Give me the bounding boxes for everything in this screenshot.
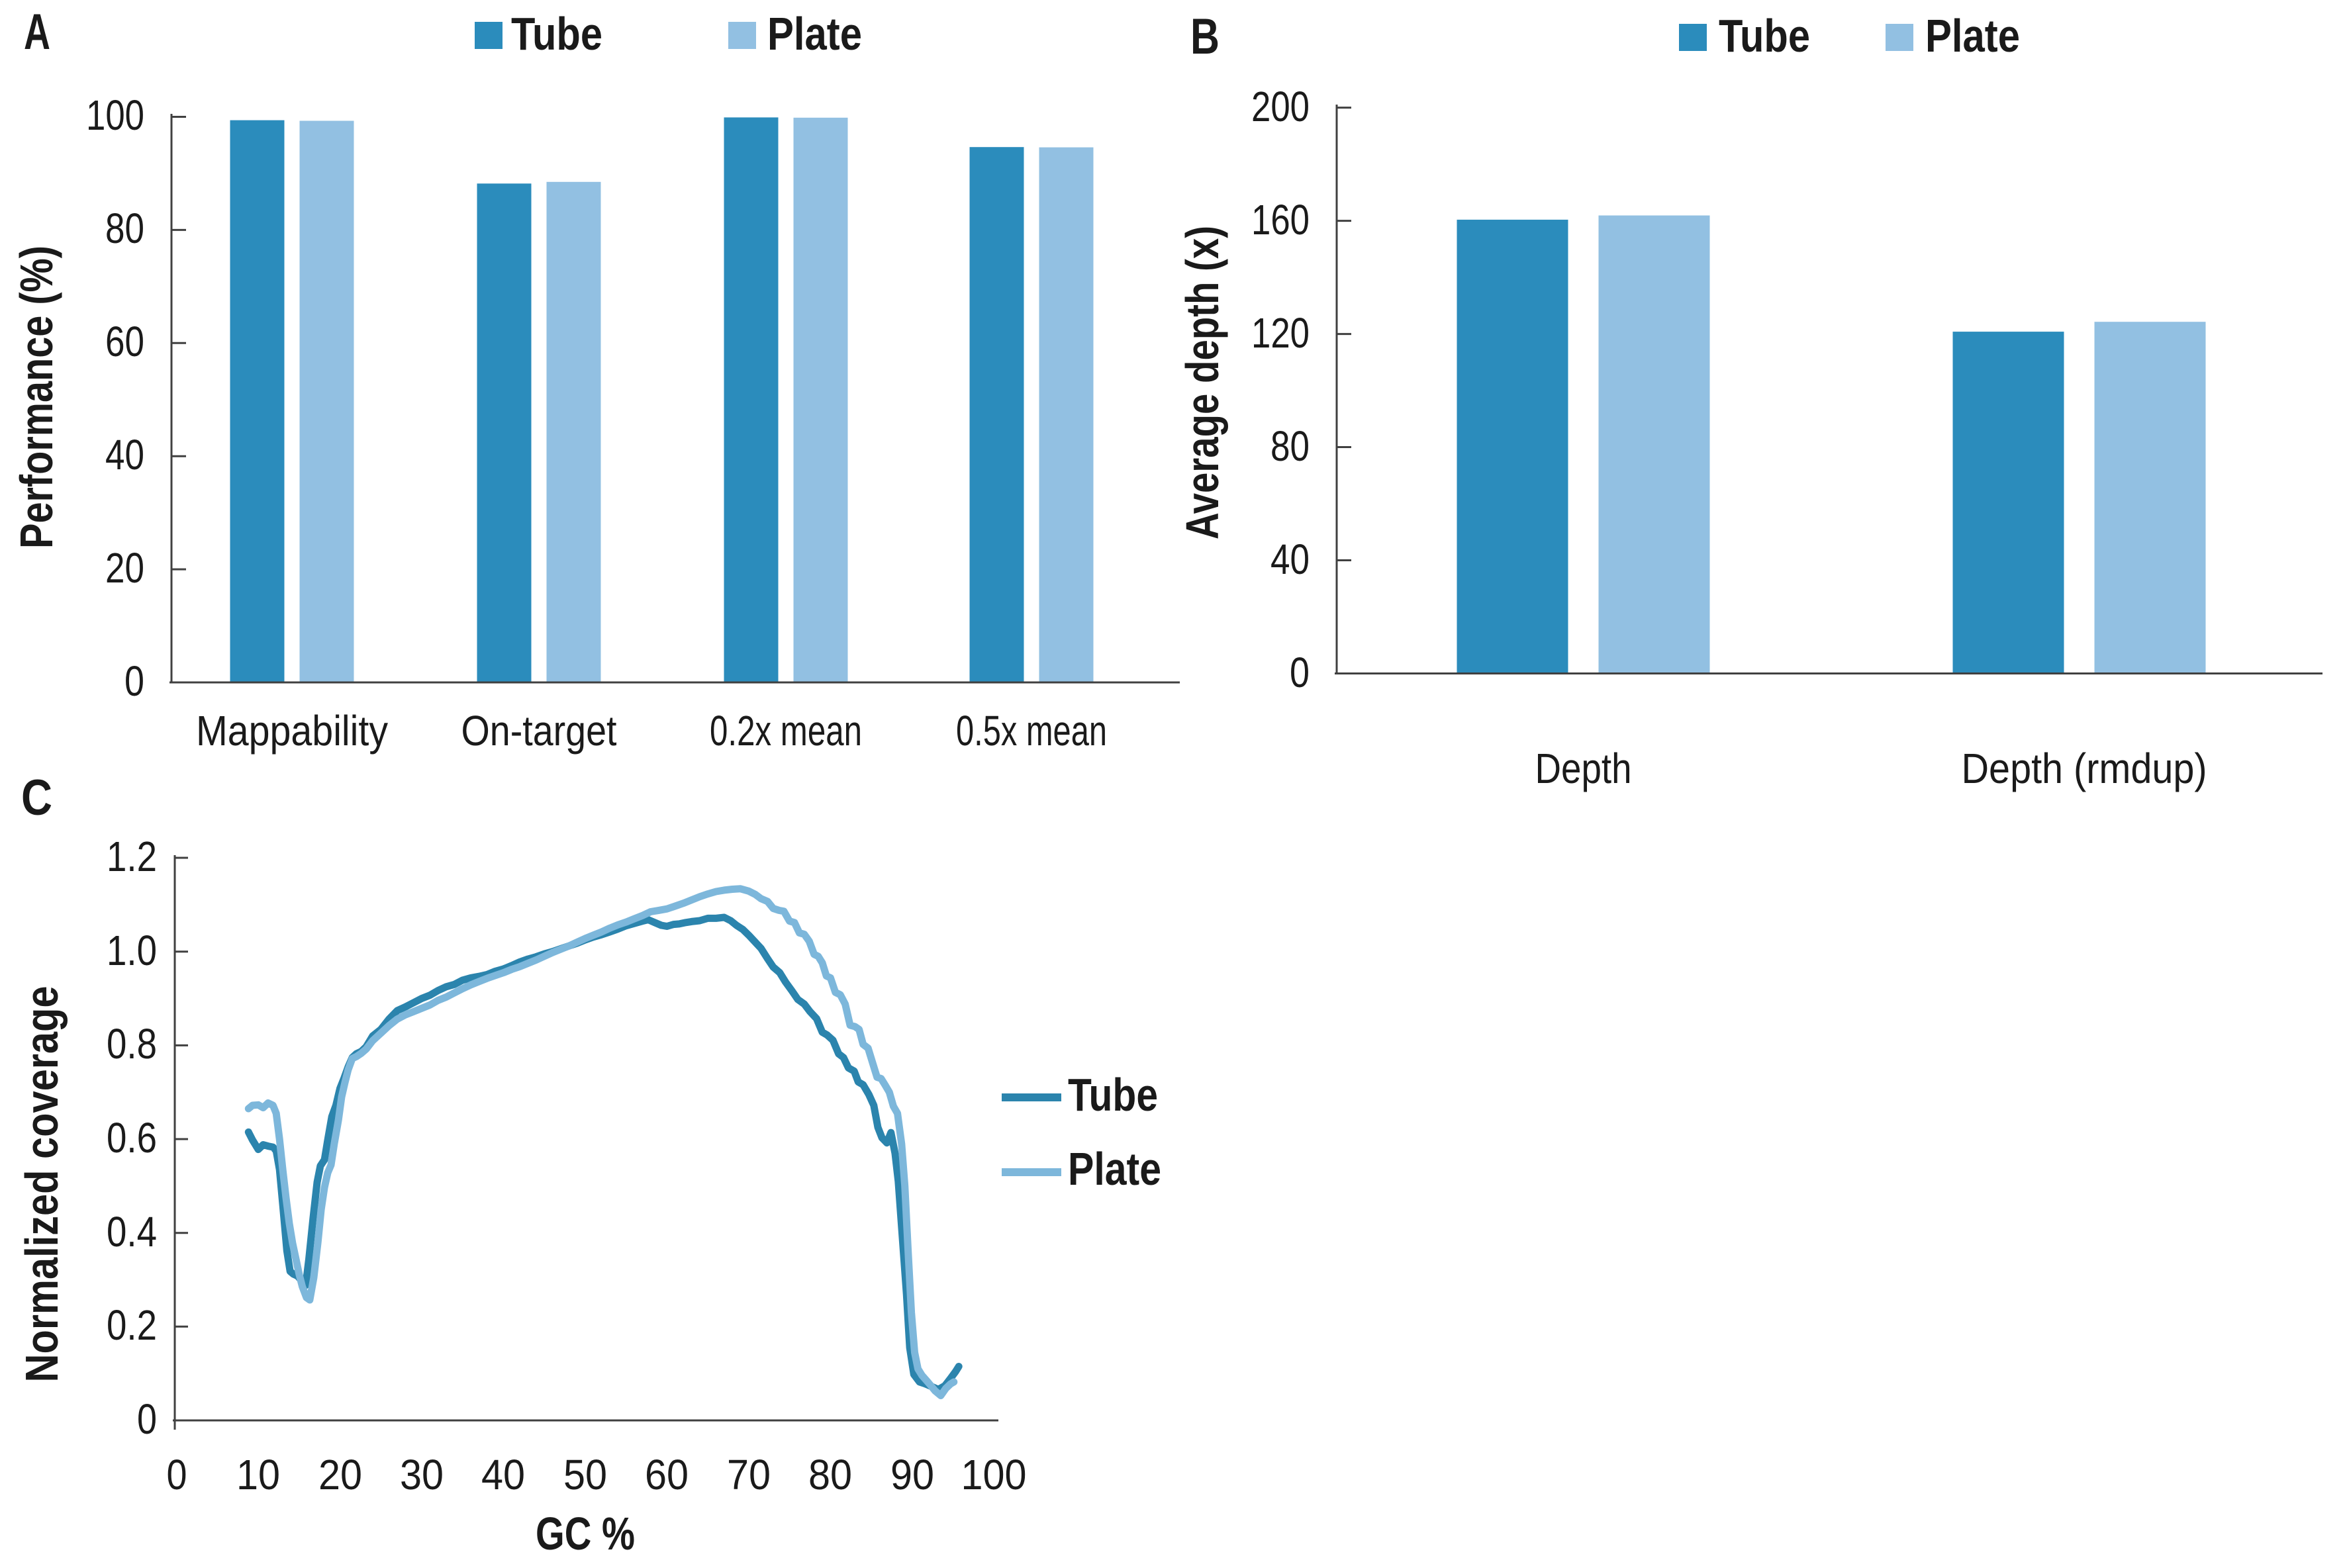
svg-text:Depth: Depth bbox=[1535, 745, 1632, 792]
svg-text:On-target: On-target bbox=[461, 707, 617, 755]
svg-text:Normalized coverage: Normalized coverage bbox=[16, 986, 68, 1383]
svg-text:0.2: 0.2 bbox=[107, 1301, 157, 1349]
svg-text:Mappability: Mappability bbox=[196, 707, 388, 755]
svg-text:0.5x mean: 0.5x mean bbox=[956, 707, 1107, 755]
svg-text:0: 0 bbox=[137, 1395, 157, 1443]
svg-text:Depth (rmdup): Depth (rmdup) bbox=[1962, 745, 2207, 792]
svg-text:C: C bbox=[21, 770, 52, 826]
svg-text:0: 0 bbox=[167, 1451, 187, 1499]
svg-text:0.2x mean: 0.2x mean bbox=[710, 707, 862, 755]
svg-text:120: 120 bbox=[1251, 309, 1310, 357]
svg-text:Performance (%): Performance (%) bbox=[11, 246, 62, 549]
svg-text:GC %: GC % bbox=[536, 1508, 635, 1559]
svg-text:200: 200 bbox=[1251, 83, 1310, 130]
svg-text:0: 0 bbox=[124, 657, 144, 705]
svg-text:0.4: 0.4 bbox=[107, 1208, 157, 1256]
svg-text:0.6: 0.6 bbox=[107, 1114, 157, 1162]
svg-text:0.8: 0.8 bbox=[107, 1020, 157, 1068]
svg-text:40: 40 bbox=[1270, 535, 1310, 583]
svg-text:60: 60 bbox=[645, 1451, 689, 1499]
svg-text:60: 60 bbox=[105, 318, 144, 365]
svg-text:160: 160 bbox=[1251, 196, 1310, 244]
svg-text:80: 80 bbox=[808, 1451, 852, 1499]
svg-text:B: B bbox=[1190, 9, 1220, 65]
svg-text:Plate: Plate bbox=[767, 8, 862, 60]
svg-text:1.2: 1.2 bbox=[107, 833, 157, 880]
svg-text:90: 90 bbox=[890, 1451, 934, 1499]
svg-text:100: 100 bbox=[961, 1451, 1027, 1499]
svg-text:Plate: Plate bbox=[1925, 10, 2020, 62]
svg-text:40: 40 bbox=[105, 431, 144, 479]
svg-text:Tube: Tube bbox=[1068, 1069, 1158, 1121]
svg-text:70: 70 bbox=[727, 1451, 771, 1499]
svg-text:1.0: 1.0 bbox=[107, 927, 157, 974]
svg-text:Tube: Tube bbox=[1719, 10, 1810, 62]
svg-text:Plate: Plate bbox=[1068, 1143, 1161, 1195]
svg-text:Tube: Tube bbox=[511, 8, 602, 60]
svg-text:40: 40 bbox=[481, 1451, 525, 1499]
svg-text:A: A bbox=[24, 4, 50, 60]
svg-text:10: 10 bbox=[236, 1451, 280, 1499]
svg-text:80: 80 bbox=[1270, 422, 1310, 470]
svg-text:0: 0 bbox=[1290, 649, 1310, 696]
svg-text:Average depth (x): Average depth (x) bbox=[1176, 226, 1228, 539]
svg-text:100: 100 bbox=[86, 91, 144, 139]
svg-text:80: 80 bbox=[105, 205, 144, 252]
svg-text:50: 50 bbox=[563, 1451, 607, 1499]
svg-text:20: 20 bbox=[105, 544, 144, 592]
svg-text:30: 30 bbox=[400, 1451, 444, 1499]
svg-text:20: 20 bbox=[318, 1451, 362, 1499]
